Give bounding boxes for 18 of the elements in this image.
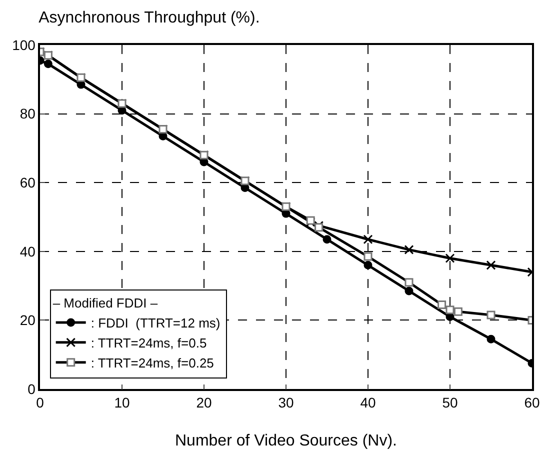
x-tick-label: 20 (196, 394, 212, 411)
legend-label: : FDDI (TTRT=12 ms) (90, 316, 220, 331)
y-tick-label: 0 (28, 380, 36, 397)
y-tick-label: 40 (20, 243, 36, 260)
legend-label: : TTRT=24ms, f=0.5 (90, 336, 207, 350)
y-tick-label: 20 (20, 312, 36, 328)
legend-title: – Modified FDDI – (52, 296, 158, 311)
y-tick-label: 100 (12, 36, 36, 53)
x-tick-label: 40 (360, 394, 376, 411)
y-tick-label: 80 (20, 106, 36, 122)
x-tick-label: 10 (114, 394, 130, 411)
chart-title: Asynchronous Throughput (%). (38, 10, 260, 27)
x-tick-label: 50 (442, 394, 458, 411)
x-tick-label: 30 (278, 394, 294, 411)
y-tick-label: 60 (20, 174, 36, 190)
legend-label: : TTRT=24ms, f=0.25 (90, 355, 214, 370)
x-axis-title: Number of Video Sources (Nv). (174, 432, 398, 450)
x-tick-label: 60 (524, 394, 540, 411)
